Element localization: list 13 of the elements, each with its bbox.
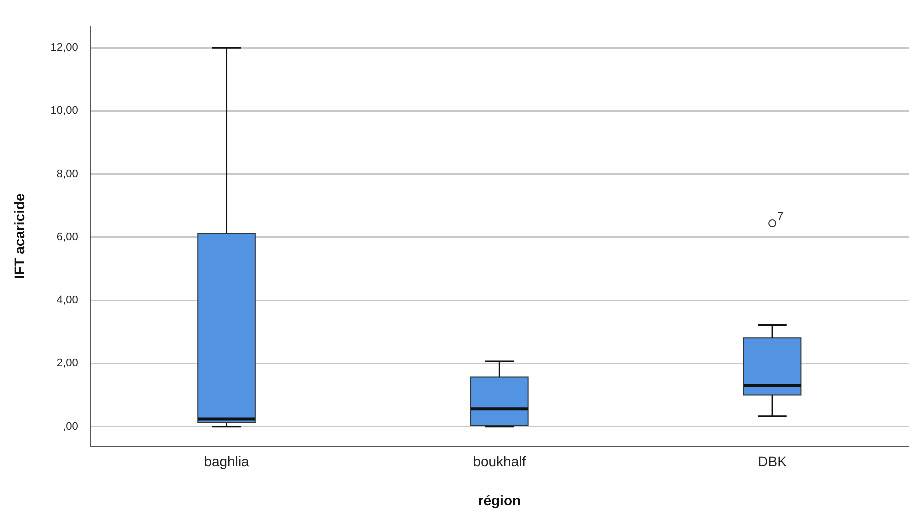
y-tick-label: 4,00 <box>56 294 78 307</box>
x-axis-title: région <box>478 492 522 508</box>
y-axis-title: IFT acaricide <box>11 193 28 280</box>
annotation: 7 <box>778 211 784 224</box>
x-tick-label: DBK <box>758 454 788 470</box>
y-tick-label: 12,00 <box>50 42 78 54</box>
x-tick-label: baghlia <box>204 454 250 470</box>
y-tick-label: 6,00 <box>56 231 78 244</box>
y-tick-label: 10,00 <box>50 105 78 118</box>
y-tick-label: 2,00 <box>56 358 78 370</box>
y-tick-label: 8,00 <box>56 168 78 180</box>
x-tick-label: boukhalf <box>473 454 526 470</box>
y-tick-label: ,00 <box>63 420 78 433</box>
